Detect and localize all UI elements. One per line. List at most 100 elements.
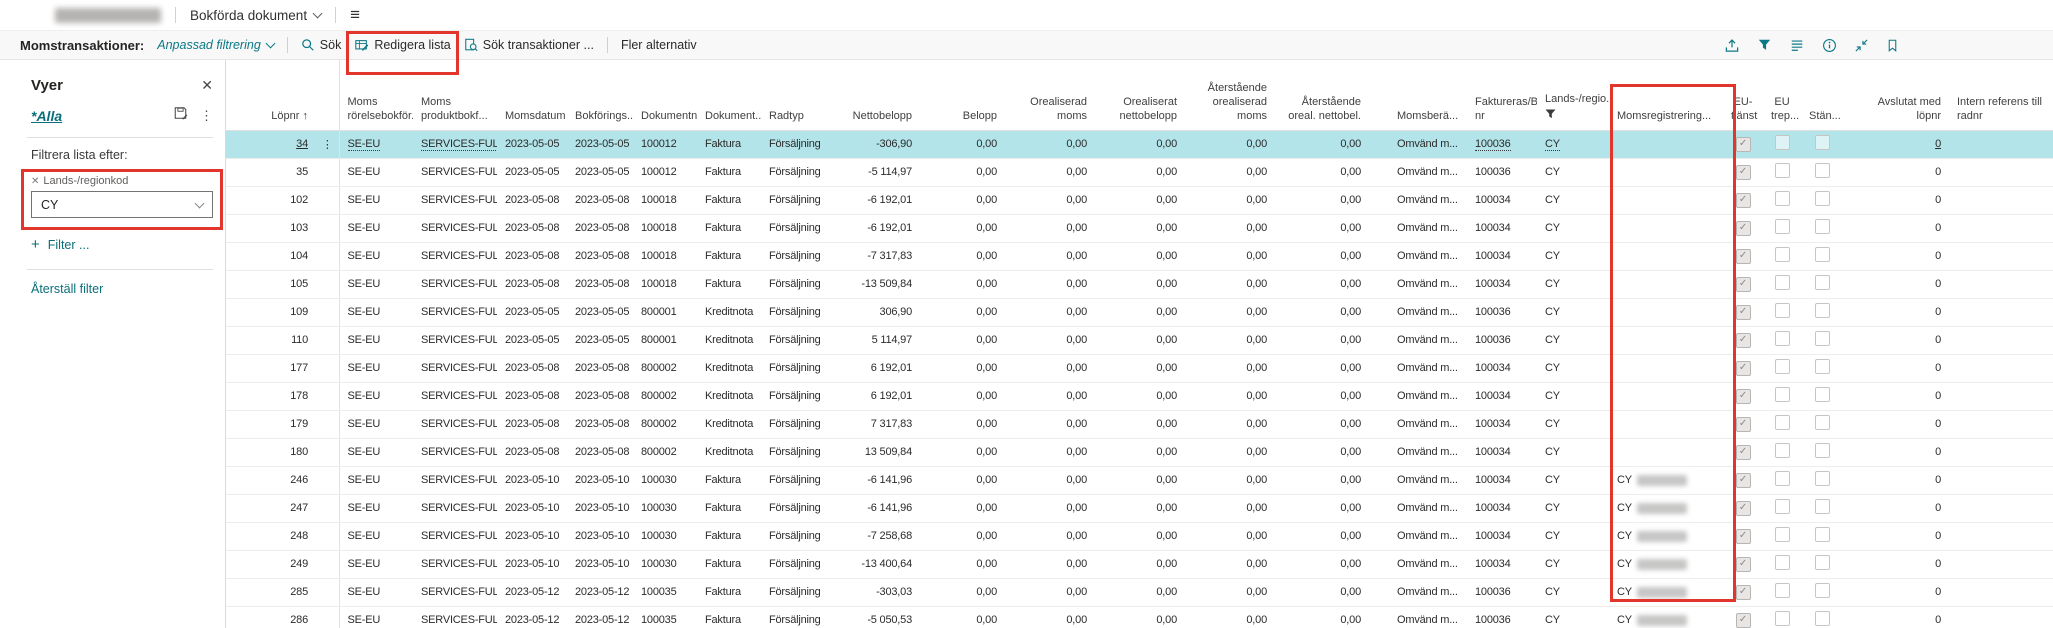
cell-eu_tjanst[interactable]: ✓ <box>1723 186 1763 215</box>
cell-eu_tjanst[interactable]: ✓ <box>1723 326 1763 355</box>
cell-oreal_netto[interactable]: 0,00 <box>1095 158 1185 187</box>
cell-aterst_oreal_moms[interactable]: 0,00 <box>1185 130 1275 159</box>
cell-oreal_moms[interactable]: 0,00 <box>1005 438 1095 467</box>
cell-radtyp[interactable]: Försäljning <box>761 326 835 355</box>
cell-oreal_moms[interactable]: 0,00 <box>1005 354 1095 383</box>
cell-moms_rorelse[interactable]: SE-EU <box>339 242 413 271</box>
cell-dokumenttyp[interactable]: Faktura <box>697 158 761 187</box>
table-row[interactable]: 246 SE-EU SERVICES-FULL 2023-05-10 2023-05-1… <box>226 466 2053 495</box>
cell-dokumenttyp[interactable]: Kreditnota <box>697 410 761 439</box>
cell-eu_trep[interactable] <box>1763 186 1801 215</box>
table-row[interactable]: 177 SE-EU SERVICES-FULL 2023-05-08 2023-05-0… <box>226 354 2053 383</box>
cell-aterst_oreal_netto[interactable]: 0,00 <box>1275 186 1389 215</box>
cell-momsreg[interactable] <box>1609 242 1723 271</box>
cell-avslutat[interactable]: 0 <box>1843 438 1949 467</box>
cell-stan[interactable] <box>1801 298 1843 327</box>
cell-dokumenttyp[interactable]: Faktura <box>697 186 761 215</box>
cell-avslutat[interactable]: 0 <box>1843 410 1949 439</box>
cell-dokumentnr[interactable]: 100012 <box>633 158 697 187</box>
cell-eu_trep[interactable] <box>1763 494 1801 523</box>
cell-aterst_oreal_moms[interactable]: 0,00 <box>1185 382 1275 411</box>
cell-bokf_datum[interactable]: 2023-05-05 <box>567 298 633 327</box>
table-row[interactable]: 35 SE-EU SERVICES-FULL 2023-05-05 2023-05-05… <box>226 158 2053 187</box>
cell-aterst_oreal_netto[interactable]: 0,00 <box>1275 438 1389 467</box>
eu_trep-checkbox[interactable] <box>1774 163 1790 178</box>
cell-land[interactable]: CY <box>1537 522 1609 551</box>
row-menu-icon[interactable] <box>316 578 340 607</box>
col-moms_produkt[interactable]: Moms produktbokf... <box>413 60 497 131</box>
cell-nettobelopp[interactable]: -13 509,84 <box>835 270 920 299</box>
cell-dokumenttyp[interactable]: Faktura <box>697 522 761 551</box>
cell-dokumentnr[interactable]: 100018 <box>633 214 697 243</box>
cell-lopnr[interactable]: 105 <box>226 270 316 299</box>
cell-aterst_oreal_moms[interactable]: 0,00 <box>1185 606 1275 628</box>
stan-checkbox[interactable] <box>1814 275 1830 290</box>
cell-moms_rorelse[interactable]: SE-EU <box>339 578 413 607</box>
cell-moms_produkt[interactable]: SERVICES-FULL <box>413 410 497 439</box>
cell-momsreg[interactable] <box>1609 214 1723 243</box>
cell-intern_ref[interactable] <box>1949 242 2053 271</box>
cell-momsdatum[interactable]: 2023-05-05 <box>497 298 567 327</box>
cell-belopp[interactable]: 0,00 <box>920 158 1005 187</box>
cell-aterst_oreal_netto[interactable]: 0,00 <box>1275 354 1389 383</box>
cell-lopnr[interactable]: 102 <box>226 186 316 215</box>
close-icon[interactable]: ✕ <box>201 77 213 93</box>
save-view-icon[interactable] <box>173 106 188 125</box>
cell-momsdatum[interactable]: 2023-05-10 <box>497 522 567 551</box>
cell-momsbera[interactable]: Omvänd m... <box>1389 326 1467 355</box>
cell-eu_trep[interactable] <box>1763 606 1801 628</box>
stan-checkbox[interactable] <box>1814 555 1830 570</box>
cell-faktureras[interactable]: 100034 <box>1467 186 1537 215</box>
cell-moms_rorelse[interactable]: SE-EU <box>339 326 413 355</box>
eu_tjanst-checkbox[interactable]: ✓ <box>1735 136 1751 152</box>
table-row[interactable]: 180 SE-EU SERVICES-FULL 2023-05-08 2023-05-0… <box>226 438 2053 467</box>
cell-momsdatum[interactable]: 2023-05-05 <box>497 326 567 355</box>
cell-bokf_datum[interactable]: 2023-05-05 <box>567 326 633 355</box>
table-row[interactable]: 285 SE-EU SERVICES-FULL 2023-05-12 2023-05-1… <box>226 578 2053 607</box>
col-eu_trep[interactable]: EU trep... <box>1763 60 1801 131</box>
cell-momsbera[interactable]: Omvänd m... <box>1389 578 1467 607</box>
cell-eu_tjanst[interactable]: ✓ <box>1723 298 1763 327</box>
cell-oreal_netto[interactable]: 0,00 <box>1095 298 1185 327</box>
cell-aterst_oreal_netto[interactable]: 0,00 <box>1275 158 1389 187</box>
cell-dokumenttyp[interactable]: Faktura <box>697 270 761 299</box>
cell-bokf_datum[interactable]: 2023-05-10 <box>567 466 633 495</box>
cell-aterst_oreal_netto[interactable]: 0,00 <box>1275 522 1389 551</box>
cell-dokumentnr[interactable]: 100030 <box>633 550 697 579</box>
add-filter-button[interactable]: + Filter ... <box>31 236 213 253</box>
cell-lopnr[interactable]: 248 <box>226 522 316 551</box>
cell-oreal_netto[interactable]: 0,00 <box>1095 494 1185 523</box>
cell-lopnr[interactable]: 178 <box>226 382 316 411</box>
eu_tjanst-checkbox[interactable]: ✓ <box>1735 276 1751 292</box>
cell-faktureras[interactable]: 100034 <box>1467 438 1537 467</box>
cell-land[interactable]: CY <box>1537 410 1609 439</box>
cell-oreal_moms[interactable]: 0,00 <box>1005 242 1095 271</box>
cell-bokf_datum[interactable]: 2023-05-08 <box>567 214 633 243</box>
cell-eu_trep[interactable] <box>1763 522 1801 551</box>
cell-belopp[interactable]: 0,00 <box>920 186 1005 215</box>
cell-dokumentnr[interactable]: 100035 <box>633 578 697 607</box>
stan-checkbox[interactable] <box>1814 499 1830 514</box>
cell-intern_ref[interactable] <box>1949 382 2053 411</box>
cell-faktureras[interactable]: 100034 <box>1467 494 1537 523</box>
cell-eu_tjanst[interactable]: ✓ <box>1723 466 1763 495</box>
cell-stan[interactable] <box>1801 130 1843 159</box>
remove-filter-icon[interactable]: ✕ <box>31 175 40 187</box>
eu_tjanst-checkbox[interactable]: ✓ <box>1735 164 1751 180</box>
cell-moms_produkt[interactable]: SERVICES-FULL <box>413 186 497 215</box>
cell-eu_tjanst[interactable]: ✓ <box>1723 242 1763 271</box>
cell-dokumentnr[interactable]: 100030 <box>633 522 697 551</box>
cell-avslutat[interactable]: 0 <box>1843 214 1949 243</box>
cell-aterst_oreal_netto[interactable]: 0,00 <box>1275 578 1389 607</box>
eu_tjanst-checkbox[interactable]: ✓ <box>1735 220 1751 236</box>
cell-momsreg[interactable]: CY <box>1609 466 1723 495</box>
cell-momsreg[interactable]: CY <box>1609 494 1723 523</box>
cell-oreal_moms[interactable]: 0,00 <box>1005 158 1095 187</box>
cell-avslutat[interactable]: 0 <box>1843 382 1949 411</box>
cell-momsbera[interactable]: Omvänd m... <box>1389 438 1467 467</box>
cell-momsdatum[interactable]: 2023-05-12 <box>497 606 567 628</box>
cell-radtyp[interactable]: Försäljning <box>761 606 835 628</box>
info-icon[interactable] <box>1822 38 1837 53</box>
cell-intern_ref[interactable] <box>1949 466 2053 495</box>
cell-moms_rorelse[interactable]: SE-EU <box>339 270 413 299</box>
